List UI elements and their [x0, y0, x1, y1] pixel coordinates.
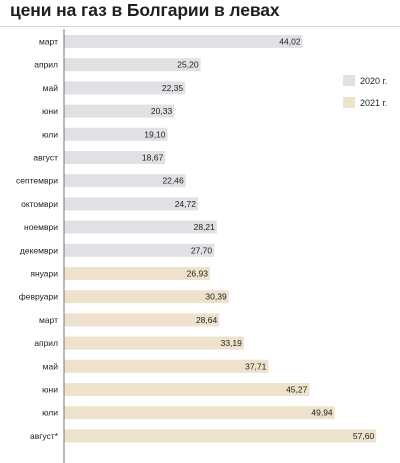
value-label-3: 20,33: [151, 106, 173, 116]
bar-13: [64, 336, 244, 350]
value-label-17: 57,60: [353, 431, 375, 441]
bar-10: [64, 267, 210, 280]
value-label-13: 33,19: [221, 338, 243, 348]
chart-area: март 44,02 април 25,20 май 22,35 юни 20,33 юли 19…: [0, 26, 400, 463]
value-label-10: 26,93: [187, 269, 209, 279]
value-label-14: 37,71: [245, 361, 267, 371]
category-label-7: октомври: [21, 199, 58, 209]
category-label-16: юли: [42, 408, 58, 418]
legend-label-0: 2020 г.: [360, 76, 387, 86]
bar-3: [64, 104, 175, 118]
category-label-13: април: [34, 338, 58, 348]
value-label-16: 49,94: [311, 408, 333, 418]
value-label-5: 18,67: [142, 153, 164, 163]
bar-9: [64, 243, 215, 257]
bar-5: [64, 151, 166, 164]
category-label-14: май: [43, 361, 59, 371]
bar-0: [64, 35, 303, 48]
bar-16: [64, 406, 335, 420]
value-label-15: 45,27: [286, 385, 308, 395]
category-label-1: април: [34, 60, 58, 70]
value-label-4: 19,10: [144, 129, 166, 139]
legend-swatch-0: [343, 75, 355, 86]
category-label-11: февруари: [19, 292, 58, 302]
category-label-4: юли: [42, 129, 58, 139]
chart-title: цени на газ в Болгарии в левах: [10, 0, 280, 20]
value-label-7: 24,72: [175, 199, 197, 209]
bar-8: [64, 220, 217, 234]
category-label-17: август*: [30, 431, 59, 441]
bars-group: март 44,02 април 25,20 май 22,35 юни 20,33 юли 19…: [16, 35, 377, 443]
category-label-6: септември: [16, 176, 58, 186]
bar-2: [64, 81, 186, 95]
category-label-15: юни: [42, 385, 58, 395]
value-label-12: 28,64: [196, 315, 218, 325]
bar-7: [64, 197, 198, 211]
legend-label-1: 2021 г.: [360, 98, 387, 108]
category-label-0: март: [39, 37, 58, 47]
value-label-9: 27,70: [191, 245, 213, 255]
category-label-9: декември: [20, 245, 58, 255]
bar-6: [64, 174, 186, 188]
bar-17: [64, 429, 377, 443]
category-label-10: януари: [30, 269, 58, 279]
value-label-8: 28,21: [194, 222, 216, 232]
bar-12: [64, 313, 220, 327]
value-label-11: 30,39: [205, 292, 227, 302]
value-label-0: 44,02: [279, 37, 301, 47]
bar-1: [64, 58, 201, 72]
bar-chart: март 44,02 април 25,20 май 22,35 юни 20,33 юли 19…: [16, 29, 387, 463]
category-label-2: май: [43, 83, 59, 93]
value-label-6: 22,46: [162, 176, 184, 186]
bar-11: [64, 290, 229, 304]
category-label-12: март: [39, 315, 58, 325]
value-label-2: 22,35: [162, 83, 184, 93]
category-label-5: август: [33, 153, 58, 163]
bar-15: [64, 383, 310, 396]
value-label-1: 25,20: [177, 60, 199, 70]
bar-4: [64, 127, 168, 141]
legend-swatch-1: [343, 97, 355, 108]
legend: 2020 г. 2021 г.: [343, 75, 387, 108]
category-label-8: ноември: [24, 222, 58, 232]
category-label-3: юни: [42, 106, 58, 116]
bar-14: [64, 359, 269, 373]
